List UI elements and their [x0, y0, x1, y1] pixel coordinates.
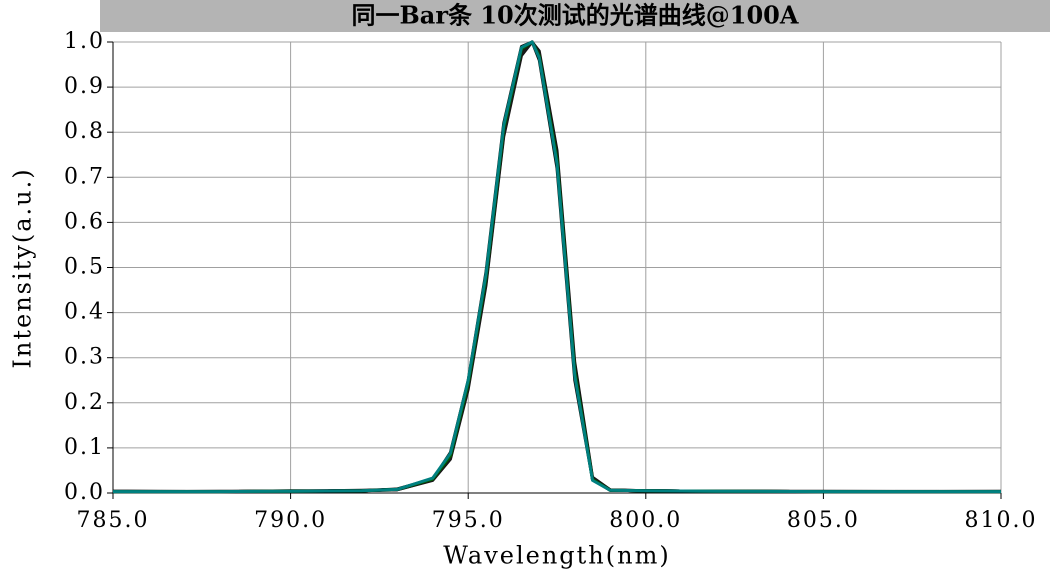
- spectrum-line: [112, 40, 1001, 494]
- x-axis-label: Wavelength(nm): [443, 542, 670, 570]
- y-tick-label: 0.5: [64, 255, 105, 280]
- spectrum-line: [113, 40, 1001, 494]
- y-tick-label: 0.0: [64, 480, 105, 505]
- title-band: [100, 0, 1050, 32]
- y-tick-label: 0.1: [64, 435, 105, 460]
- x-tick-label: 810.0: [965, 508, 1038, 533]
- y-tick-label: 0.4: [64, 300, 105, 325]
- y-axis-label: Intensity(a.u.): [9, 167, 37, 368]
- spectrum-line: [112, 40, 1002, 494]
- chart-title: 同一Bar条 10次测试的光谱曲线@100A: [352, 1, 799, 30]
- spectrum-line: [113, 40, 1001, 494]
- spectrum-line: [112, 40, 1002, 494]
- spectrum-line: [113, 40, 1001, 494]
- x-tick-label: 795.0: [432, 508, 505, 533]
- y-tick-label: 0.2: [64, 390, 105, 415]
- x-tick-label: 785.0: [77, 508, 150, 533]
- x-tick-label: 790.0: [254, 508, 327, 533]
- x-tick-label: 805.0: [787, 508, 860, 533]
- spectrum-line: [113, 40, 1001, 494]
- y-tick-label: 0.7: [64, 164, 105, 189]
- y-tick-label: 0.6: [64, 209, 105, 234]
- y-tick-label: 0.8: [64, 119, 105, 144]
- spectrum-line: [113, 40, 1001, 494]
- y-tick-label: 1.0: [64, 29, 105, 54]
- y-tick-label: 0.3: [64, 345, 105, 370]
- spectrum-line: [113, 40, 1001, 494]
- y-tick-label: 0.9: [64, 74, 105, 99]
- x-tick-label: 800.0: [609, 508, 682, 533]
- spectrum-line: [113, 40, 1001, 494]
